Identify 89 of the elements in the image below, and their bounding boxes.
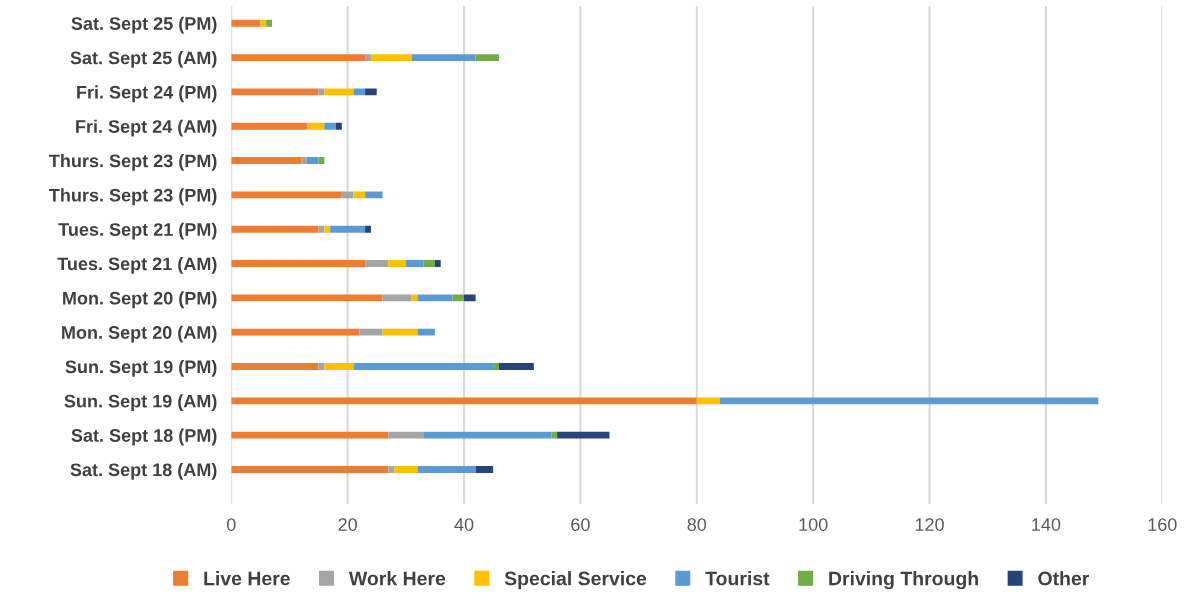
bar xyxy=(557,431,610,439)
bar xyxy=(231,294,383,302)
legend-label: Other xyxy=(1038,571,1090,586)
x-tick-label: 40 xyxy=(454,518,474,531)
y-tick-label: Mon. Sept 20 (PM) xyxy=(63,291,217,309)
bar xyxy=(324,363,354,370)
bar xyxy=(365,191,383,199)
bar xyxy=(341,191,354,199)
legend-label: Tourist xyxy=(705,571,770,586)
x-tick-label: 0 xyxy=(226,518,236,531)
bar xyxy=(231,225,319,233)
y-tick-label: Tues. Sept 21 (AM) xyxy=(57,256,217,274)
bar xyxy=(493,363,499,370)
bar xyxy=(260,19,267,27)
bar xyxy=(411,54,476,61)
legend-label: Work Here xyxy=(348,571,446,586)
bar xyxy=(324,122,337,130)
y-tick-label: Mon. Sept 20 (AM) xyxy=(62,325,217,343)
bar xyxy=(231,328,360,336)
bar xyxy=(231,431,389,439)
bar xyxy=(231,54,366,61)
bar xyxy=(423,260,435,267)
bar xyxy=(365,88,377,96)
y-tick-label: Sat. Sept 25 (PM) xyxy=(71,16,217,34)
bar xyxy=(720,397,1099,405)
x-tick-label: 80 xyxy=(687,518,707,531)
bar xyxy=(475,466,494,473)
bar xyxy=(394,466,418,473)
bar xyxy=(417,294,453,302)
bar xyxy=(266,19,272,27)
bar xyxy=(365,225,371,233)
y-tick-label: Sun. Sept 19 (PM) xyxy=(65,359,217,377)
x-tick-label: 60 xyxy=(571,518,590,531)
bar xyxy=(306,122,325,130)
bar xyxy=(231,157,302,164)
x-tick-label: 140 xyxy=(1032,518,1061,531)
bar xyxy=(405,260,424,267)
legend-label: Driving Through xyxy=(829,571,978,590)
bar xyxy=(365,54,371,61)
bar xyxy=(353,363,494,370)
bar xyxy=(231,363,319,370)
x-tick-label: 20 xyxy=(338,518,357,531)
y-tick-label: Sun. Sept 19 (AM) xyxy=(64,394,217,412)
bar xyxy=(231,191,342,199)
bar xyxy=(388,431,424,439)
bar xyxy=(423,431,552,439)
bar xyxy=(417,328,435,336)
y-tick-label: Sat. Sept 18 (PM) xyxy=(71,428,217,446)
legend-label: Live Here xyxy=(204,571,290,586)
bar xyxy=(353,88,366,96)
x-tick-label: 160 xyxy=(1148,518,1177,531)
bar xyxy=(231,397,697,405)
bar xyxy=(231,122,307,130)
bar xyxy=(365,260,389,267)
bar xyxy=(324,225,331,233)
y-tick-label: Sat. Sept 18 (AM) xyxy=(70,462,217,480)
bar xyxy=(353,191,366,199)
bar xyxy=(551,431,558,439)
y-tick-label: Sat. Sept 25 (AM) xyxy=(70,51,217,68)
x-tick-label: 120 xyxy=(915,518,944,531)
bar xyxy=(475,54,499,61)
bar xyxy=(464,294,476,302)
bar xyxy=(370,54,412,61)
bar xyxy=(696,397,721,405)
bar xyxy=(336,122,342,130)
bar xyxy=(231,466,389,473)
bar xyxy=(382,294,412,302)
bar xyxy=(231,19,261,27)
bar xyxy=(306,157,319,164)
x-tick-label: 100 xyxy=(799,518,828,531)
bar xyxy=(301,157,307,164)
bar xyxy=(434,260,441,267)
y-tick-label: Tues. Sept 21 (PM) xyxy=(58,222,217,240)
bar xyxy=(417,466,476,473)
y-tick-label: Fri. Sept 24 (PM) xyxy=(77,85,217,103)
bar xyxy=(382,328,418,336)
bar xyxy=(388,466,395,473)
bar xyxy=(231,260,366,267)
bar xyxy=(231,88,319,96)
y-tick-label: Fri. Sept 24 (AM) xyxy=(76,119,217,137)
bar xyxy=(330,225,366,233)
legend-label: Special Service xyxy=(504,571,647,590)
y-tick-label: Thurs. Sept 23 (PM) xyxy=(49,188,217,206)
bar xyxy=(452,294,465,302)
bar xyxy=(388,260,406,267)
bar xyxy=(359,328,383,336)
bar xyxy=(498,363,534,370)
bar xyxy=(324,88,354,96)
y-tick-label: Thurs. Sept 23 (PM) xyxy=(49,154,217,171)
